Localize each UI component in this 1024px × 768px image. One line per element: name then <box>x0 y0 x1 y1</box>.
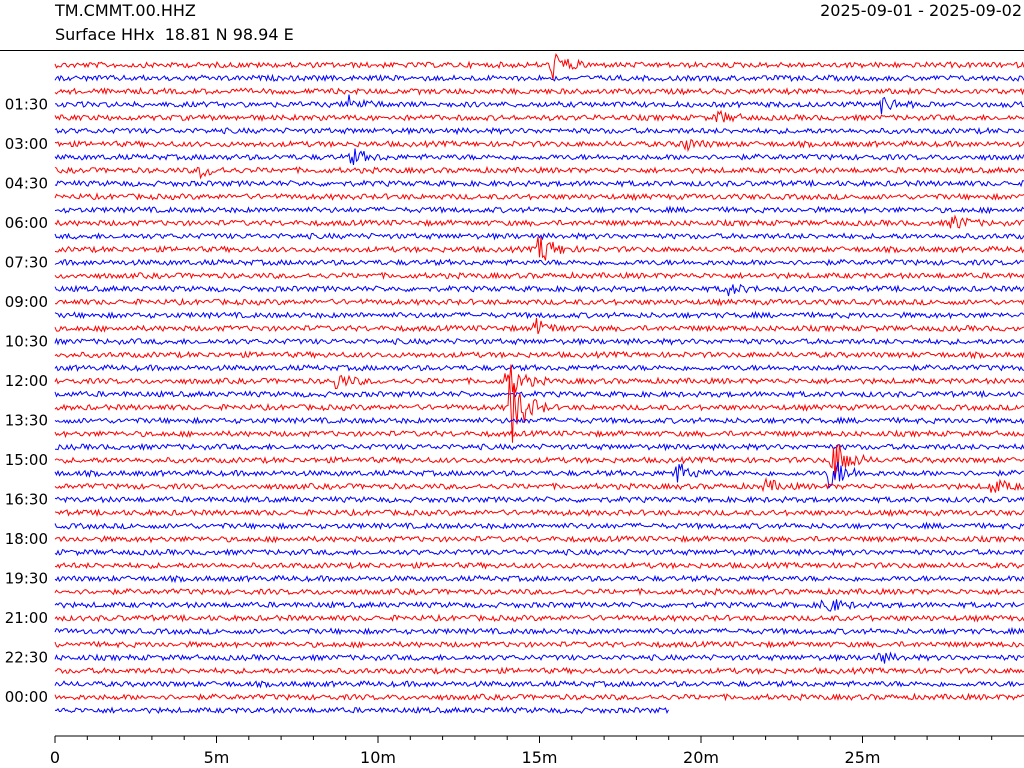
trace-line <box>54 574 1024 584</box>
trace-line <box>54 138 1024 153</box>
trace-line <box>54 692 1024 702</box>
trace-line <box>54 53 1024 80</box>
y-tick-label: 01:30 <box>5 96 48 114</box>
y-tick-label: 04:30 <box>5 175 48 193</box>
y-tick-labels: 01:30 03:00 04:30 06:00 07:30 09:00 10:30 12:00… <box>5 96 48 707</box>
trace-line <box>54 179 1024 188</box>
x-tick-label: 20m <box>683 748 719 767</box>
trace-line <box>54 192 1024 202</box>
trace-line <box>54 561 1024 570</box>
trace-line <box>54 148 1024 165</box>
x-tick-label: 25m <box>845 748 881 767</box>
trace-line <box>54 337 1024 346</box>
trace-line <box>54 109 1024 123</box>
trace-line <box>54 640 1024 649</box>
trace-line <box>54 236 1024 261</box>
trace-line <box>54 165 1024 180</box>
trace-line <box>54 429 1024 439</box>
trace-line <box>54 476 1024 493</box>
trace-line <box>54 363 1024 372</box>
y-tick-label: 09:00 <box>5 293 48 311</box>
trace-line <box>54 666 1024 676</box>
trace-line <box>54 587 1024 597</box>
y-tick-label: 13:30 <box>5 412 48 430</box>
trace-line <box>54 444 1024 481</box>
trace-line <box>54 599 1024 612</box>
trace-line <box>54 271 1024 280</box>
y-tick-label: 10:30 <box>5 333 48 351</box>
trace-line <box>54 310 1024 320</box>
y-tick-label: 00:00 <box>5 688 48 706</box>
trace-line <box>54 205 1024 215</box>
trace-line <box>54 651 1024 664</box>
trace-line <box>54 705 669 715</box>
y-tick-label: 22:30 <box>5 649 48 667</box>
x-tick-label: 5m <box>204 748 230 767</box>
trace-line <box>54 495 1024 504</box>
trace-group <box>54 53 1024 715</box>
trace-line <box>54 416 1024 425</box>
header-divider <box>0 50 1024 51</box>
date-range: 2025-09-01 - 2025-09-02 <box>820 1 1022 20</box>
trace-line <box>54 376 1024 443</box>
station-title: TM.CMMT.00.HHZ <box>55 1 196 20</box>
y-tick-label: 06:00 <box>5 214 48 232</box>
y-tick-label: 15:00 <box>5 451 48 469</box>
trace-line <box>54 534 1024 544</box>
trace-line <box>54 214 1024 229</box>
y-tick-label: 19:30 <box>5 570 48 588</box>
trace-line <box>54 232 1024 241</box>
trace-line <box>54 258 1024 267</box>
x-tick-label: 15m <box>522 748 558 767</box>
y-tick-label: 12:00 <box>5 372 48 390</box>
trace-line <box>54 126 1024 136</box>
trace-line <box>54 317 1024 335</box>
trace-line <box>54 94 1024 115</box>
trace-line <box>54 283 1024 297</box>
y-tick-label: 03:00 <box>5 135 48 153</box>
trace-line <box>54 679 1024 689</box>
trace-line <box>54 508 1024 518</box>
trace-line <box>54 364 1024 393</box>
trace-line <box>54 389 1024 399</box>
x-axis: 0 5m 10m 15m 20m 25m <box>50 735 1024 767</box>
x-tick-label: 10m <box>360 748 396 767</box>
trace-line <box>54 86 1024 96</box>
trace-line <box>54 613 1024 623</box>
trace-line <box>54 297 1024 307</box>
y-tick-label: 07:30 <box>5 254 48 272</box>
y-tick-label: 16:30 <box>5 491 48 509</box>
x-tick-label: 0 <box>50 748 60 767</box>
trace-line <box>54 626 1024 636</box>
trace-line <box>54 442 1024 452</box>
trace-line <box>54 350 1024 360</box>
y-tick-label: 18:00 <box>5 530 48 548</box>
y-tick-label: 21:00 <box>5 609 48 627</box>
trace-line <box>54 73 1024 83</box>
trace-line <box>54 461 1024 489</box>
station-subtitle: Surface HHx 18.81 N 98.94 E <box>55 25 294 44</box>
trace-line <box>54 521 1024 531</box>
trace-line <box>54 548 1024 557</box>
